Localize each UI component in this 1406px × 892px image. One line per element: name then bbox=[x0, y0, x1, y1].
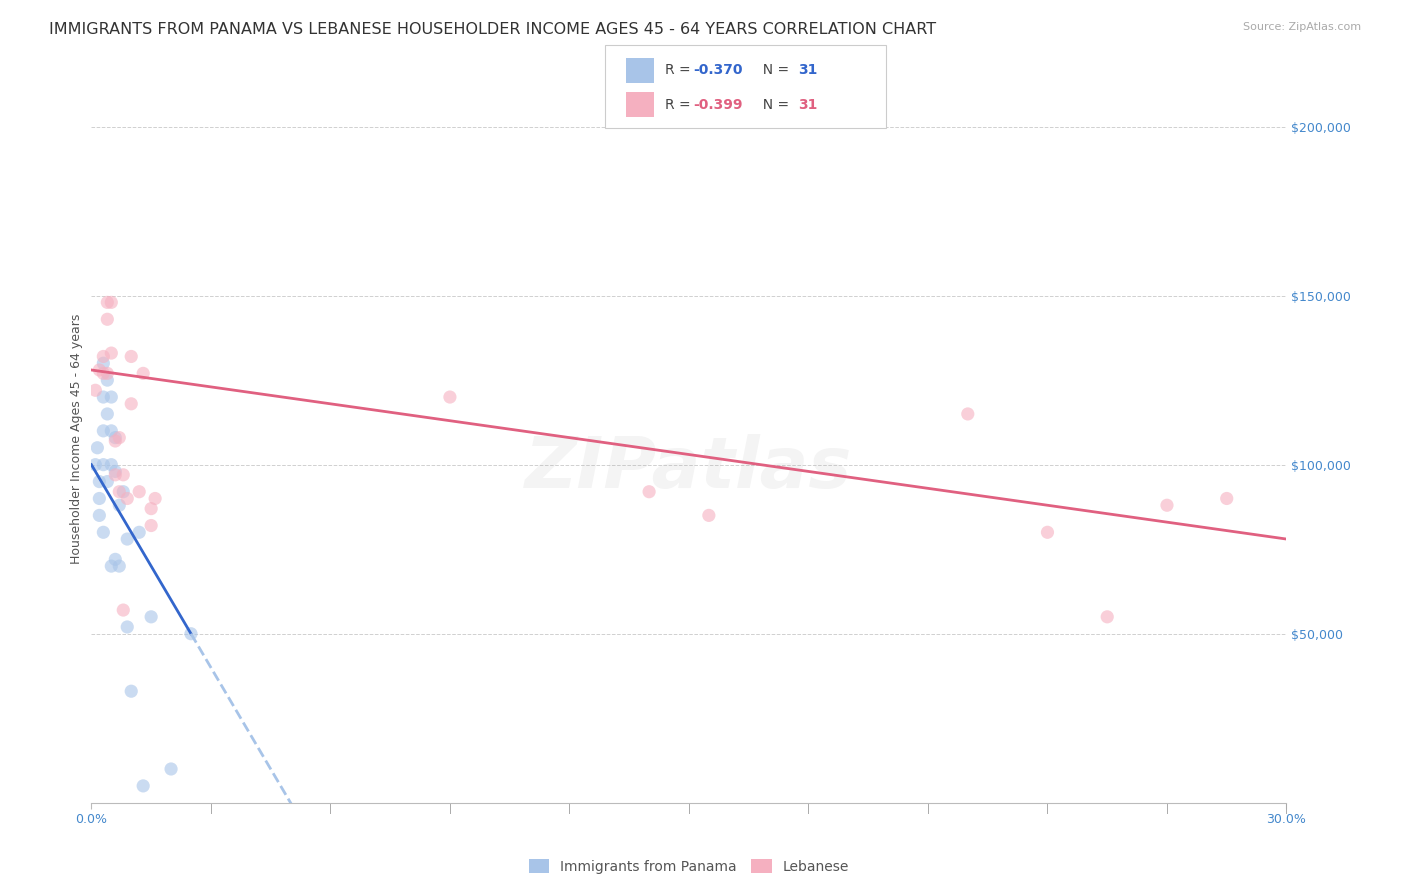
Text: R =: R = bbox=[665, 98, 695, 112]
Text: 31: 31 bbox=[799, 98, 818, 112]
Point bbox=[93, 350, 115, 364]
Point bbox=[93, 367, 115, 381]
Point bbox=[89, 363, 111, 377]
Point bbox=[108, 431, 131, 445]
Text: Source: ZipAtlas.com: Source: ZipAtlas.com bbox=[1243, 22, 1361, 32]
Point bbox=[115, 491, 138, 506]
Point bbox=[132, 367, 155, 381]
Point bbox=[160, 762, 183, 776]
Point bbox=[100, 390, 122, 404]
Point bbox=[100, 346, 122, 360]
Point bbox=[128, 484, 150, 499]
Point bbox=[141, 518, 162, 533]
Point bbox=[120, 684, 142, 698]
Point bbox=[108, 559, 131, 574]
Point bbox=[115, 532, 138, 546]
Point bbox=[93, 356, 115, 370]
Y-axis label: Householder Income Ages 45 - 64 years: Householder Income Ages 45 - 64 years bbox=[70, 314, 83, 565]
Text: R =: R = bbox=[665, 63, 695, 78]
Point bbox=[93, 424, 115, 438]
Point bbox=[104, 434, 127, 448]
Point bbox=[93, 458, 115, 472]
Point bbox=[104, 465, 127, 479]
Point bbox=[1097, 610, 1119, 624]
Point bbox=[100, 295, 122, 310]
Point bbox=[128, 525, 150, 540]
Point bbox=[112, 467, 135, 482]
Point bbox=[100, 424, 122, 438]
Point bbox=[96, 373, 118, 387]
Point bbox=[96, 295, 118, 310]
Point bbox=[104, 431, 127, 445]
Point bbox=[112, 603, 135, 617]
Point bbox=[112, 484, 135, 499]
Point bbox=[89, 475, 111, 489]
Point bbox=[132, 779, 155, 793]
Point bbox=[120, 397, 142, 411]
Text: N =: N = bbox=[754, 98, 793, 112]
Point bbox=[89, 508, 111, 523]
Point bbox=[100, 559, 122, 574]
Point bbox=[100, 458, 122, 472]
Point bbox=[84, 458, 107, 472]
Point bbox=[108, 498, 131, 512]
Point bbox=[1156, 498, 1178, 512]
Point bbox=[141, 501, 162, 516]
Point bbox=[120, 350, 142, 364]
Point bbox=[180, 626, 202, 640]
Point bbox=[104, 552, 127, 566]
Point bbox=[108, 484, 131, 499]
Point bbox=[956, 407, 979, 421]
Point bbox=[1215, 491, 1237, 506]
Text: ZIPatlas: ZIPatlas bbox=[526, 434, 852, 503]
Point bbox=[96, 312, 118, 326]
Text: N =: N = bbox=[754, 63, 793, 78]
Point bbox=[96, 475, 118, 489]
Text: -0.399: -0.399 bbox=[693, 98, 742, 112]
Point bbox=[86, 441, 108, 455]
Point bbox=[84, 384, 107, 398]
Point bbox=[143, 491, 166, 506]
Point bbox=[638, 484, 661, 499]
Point bbox=[89, 491, 111, 506]
Point bbox=[141, 610, 162, 624]
Point bbox=[1036, 525, 1059, 540]
Point bbox=[115, 620, 138, 634]
Point bbox=[93, 390, 115, 404]
Text: 31: 31 bbox=[799, 63, 818, 78]
Point bbox=[439, 390, 461, 404]
Point bbox=[697, 508, 720, 523]
Point bbox=[96, 367, 118, 381]
Point bbox=[96, 407, 118, 421]
Text: -0.370: -0.370 bbox=[693, 63, 742, 78]
Point bbox=[104, 467, 127, 482]
Text: IMMIGRANTS FROM PANAMA VS LEBANESE HOUSEHOLDER INCOME AGES 45 - 64 YEARS CORRELA: IMMIGRANTS FROM PANAMA VS LEBANESE HOUSE… bbox=[49, 22, 936, 37]
Point bbox=[93, 525, 115, 540]
Legend: Immigrants from Panama, Lebanese: Immigrants from Panama, Lebanese bbox=[523, 854, 855, 880]
